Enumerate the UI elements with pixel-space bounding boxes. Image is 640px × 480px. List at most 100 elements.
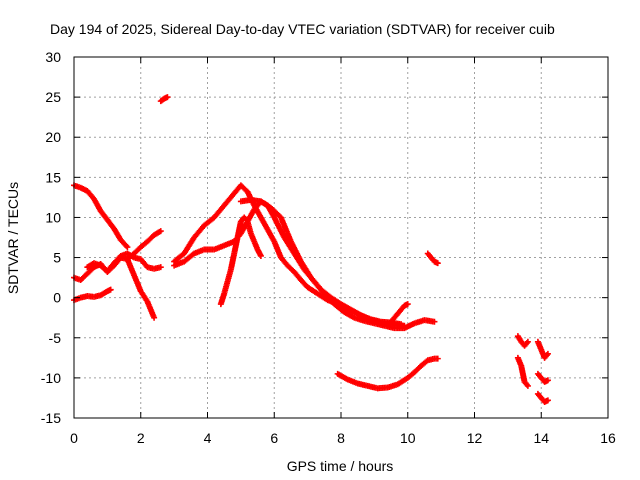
track-segment [542,377,550,385]
axis-ticks [73,56,609,419]
series-track-6 [157,94,171,105]
track-segment [342,309,356,320]
track-segment [515,334,524,344]
track-segment [292,270,303,282]
track-segment [202,215,216,228]
track-segment [192,223,207,240]
track-segment [152,264,163,272]
track-segment [72,275,83,283]
series-track-18 [534,390,551,405]
track-segment [419,358,430,368]
track-segment [132,254,143,262]
track-segment [432,259,440,266]
track-segment [349,307,363,318]
track-segment [539,376,547,384]
series-track-7 [171,182,408,329]
track-segment [316,291,330,303]
track-segment [111,227,123,242]
series-track-17 [534,370,551,385]
data-point [404,301,411,308]
x-tick-label: 8 [337,430,345,446]
track-segment [542,352,550,360]
y-axis-label: SDTVAR / TECUs [5,182,21,294]
y-tick-label: -15 [41,410,61,426]
data-points [71,94,551,405]
track-segment [105,287,113,294]
track-segment [519,340,527,348]
track-segment [231,236,241,255]
track-segment [536,372,544,380]
track-segment [72,295,83,303]
track-segment [298,260,314,280]
y-tick-label: -5 [49,330,62,346]
data-point [431,318,438,325]
series-track-10 [237,196,405,328]
track-segment [92,292,103,300]
y-tick-label: 10 [45,209,61,225]
track-segment [522,380,530,388]
track-segment [85,265,96,276]
track-segment [539,396,547,404]
track-segment [182,235,197,256]
series-track-9 [217,214,264,308]
data-point [124,244,131,251]
data-point [257,252,264,259]
track-segment [402,301,410,309]
track-segment [522,340,530,348]
track-segment [269,206,283,220]
track-segment [222,191,237,208]
data-point [151,314,158,321]
chart-title: Day 194 of 2025, Sidereal Day-to-day VTE… [50,21,555,37]
track-segment [425,251,433,260]
track-segment [132,245,143,256]
track-segment [99,289,110,298]
track-segment [242,215,250,224]
track-segment [125,251,136,262]
track-segment [85,260,96,270]
track-segment [86,293,96,300]
track-segment [285,263,297,274]
track-segment [72,182,83,191]
track-segment [146,264,156,272]
track-segment [536,392,544,400]
track-segment [152,228,163,238]
x-axis-label: GPS time / hours [287,458,394,474]
track-segment [299,278,310,290]
series-track-13 [424,250,441,267]
data-point [157,264,164,271]
data-point [524,382,531,389]
track-segment [182,251,196,264]
series-track-15 [514,354,531,389]
track-segment [105,218,117,231]
data-point [434,260,441,267]
series-track-12 [334,355,441,392]
x-tick-label: 14 [533,430,549,446]
grid [74,57,608,418]
track-segment [79,293,89,301]
track-segment [265,227,277,244]
track-segment [78,271,90,282]
y-tick-label: 25 [45,89,61,105]
series-track-14 [514,333,531,349]
series-track-11 [388,301,411,325]
track-segment [396,375,410,387]
x-tick-label: 6 [270,430,278,446]
series-track-16 [534,338,551,361]
track-segment [158,96,166,104]
track-segment [389,312,400,324]
x-tick-label: 2 [137,430,145,446]
track-segment [282,235,297,256]
data-point [524,338,531,345]
series-track-3 [71,286,114,304]
track-segment [309,275,323,292]
track-segment [412,363,423,375]
track-segment [306,285,320,296]
y-tick-label: 15 [45,169,61,185]
x-tick-label: 10 [400,430,416,446]
track-segment [288,240,304,264]
track-segment [105,261,116,273]
series-track-1 [71,182,131,251]
track-segment [92,260,103,268]
track-segment [279,255,290,268]
